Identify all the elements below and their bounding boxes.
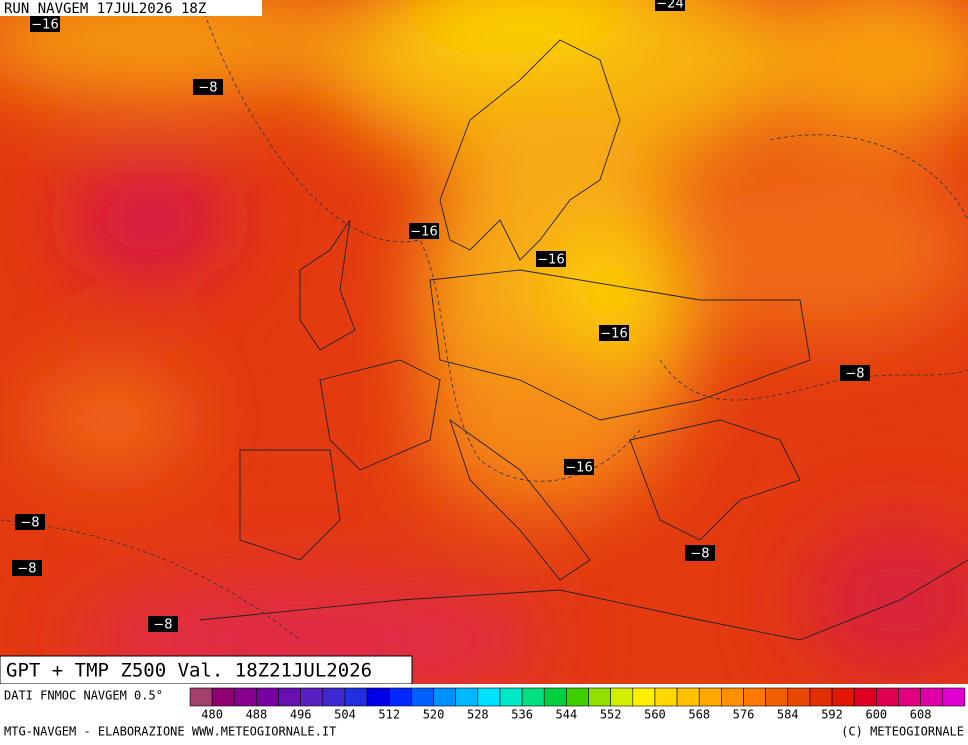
colorbar-label: 608 bbox=[910, 708, 932, 722]
isotherms bbox=[0, 0, 968, 641]
run-box bbox=[0, 0, 262, 16]
contour-label: −8 bbox=[690, 547, 709, 562]
colorbar-swatch bbox=[411, 687, 434, 707]
colorbar-swatch bbox=[477, 687, 501, 707]
colorbar-swatch bbox=[920, 687, 944, 707]
colorbar-label: 584 bbox=[777, 708, 799, 722]
contour-label: −16 bbox=[565, 461, 592, 476]
colorbar-swatch bbox=[566, 687, 589, 707]
colorbar-swatch bbox=[388, 687, 412, 707]
colorbar-swatch bbox=[942, 687, 966, 707]
contour-label: −16 bbox=[537, 253, 564, 268]
colorbar-label: 568 bbox=[688, 708, 710, 722]
colorbar-label: 488 bbox=[246, 708, 268, 722]
colorbar-label: 520 bbox=[423, 708, 445, 722]
colorbar-swatch bbox=[853, 687, 877, 707]
contour-label-bg bbox=[599, 325, 629, 341]
colorbar-label: 512 bbox=[378, 708, 400, 722]
contour-label: −8 bbox=[153, 618, 172, 633]
colorbar-label: 600 bbox=[865, 708, 887, 722]
colorbar-label: 480 bbox=[201, 708, 223, 722]
contour-label: −8 bbox=[845, 367, 864, 382]
colorbar-swatch bbox=[211, 687, 235, 707]
colorbar-swatch bbox=[787, 687, 811, 707]
contour-label-bg bbox=[409, 223, 439, 239]
contour-label-bg bbox=[193, 79, 223, 95]
colorbar-label: 576 bbox=[733, 708, 755, 722]
source-label: DATI FNMOC NAVGEM 0.5° bbox=[4, 689, 163, 703]
colorbar-swatch bbox=[433, 687, 456, 707]
colorbar-label: 536 bbox=[511, 708, 533, 722]
colorbar-swatch bbox=[676, 687, 700, 707]
contour-label: −8 bbox=[17, 562, 36, 577]
colorbar-label: 552 bbox=[600, 708, 622, 722]
colorbar-swatch bbox=[543, 687, 567, 707]
colorbar-swatch bbox=[809, 687, 833, 707]
colorbar-swatch bbox=[831, 687, 855, 707]
colorbar-swatch bbox=[322, 687, 346, 707]
colorbar-swatch bbox=[698, 687, 722, 707]
map-title: GPT + TMP Z500 Val. 18Z21JUL2026 bbox=[6, 660, 372, 682]
colorbar-swatch bbox=[256, 687, 279, 707]
colorbar-swatch bbox=[765, 687, 789, 707]
contour-label-bg bbox=[12, 560, 42, 576]
contour-label: −16 bbox=[410, 225, 437, 240]
contour-label-bg bbox=[536, 251, 566, 267]
colorbar-swatch bbox=[876, 687, 899, 707]
colorbar-swatch bbox=[521, 687, 545, 707]
footer-left: MTG-NAVGEM - ELABORAZIONE WWW.METEOGIORN… bbox=[4, 725, 336, 739]
colorbar-label: 504 bbox=[334, 708, 356, 722]
colorbar-swatch bbox=[189, 687, 213, 707]
contour-label-bg bbox=[15, 514, 45, 530]
colorbar-swatch bbox=[455, 687, 479, 707]
colorbar-swatch bbox=[300, 687, 324, 707]
contour-label-bg bbox=[685, 545, 715, 561]
colorbar-swatch bbox=[233, 687, 257, 707]
contour-label: −8 bbox=[20, 516, 39, 531]
contour-label: −8 bbox=[198, 81, 217, 96]
colorbar-swatch bbox=[588, 687, 611, 707]
contour-label: −16 bbox=[31, 18, 58, 33]
colorbar-swatch bbox=[743, 687, 766, 707]
colorbar-swatch bbox=[654, 687, 678, 707]
colorbar-label: 544 bbox=[556, 708, 578, 722]
coastlines bbox=[199, 39, 968, 641]
colorbar-swatch bbox=[499, 687, 523, 707]
colorbar-label: 560 bbox=[644, 708, 666, 722]
colorbar-swatch bbox=[366, 687, 390, 707]
contour-label: −24 bbox=[656, 0, 683, 12]
colorbar-label: 496 bbox=[290, 708, 312, 722]
contour-label: −16 bbox=[600, 327, 627, 342]
colorbar-swatch bbox=[632, 687, 656, 707]
colorbar-label: 592 bbox=[821, 708, 843, 722]
colorbar-swatch bbox=[721, 687, 744, 707]
colorbar-swatch bbox=[344, 687, 368, 707]
contour-label-bg bbox=[655, 0, 685, 11]
map bbox=[0, 0, 968, 684]
contour-label-bg bbox=[564, 459, 594, 475]
title-box bbox=[0, 655, 413, 685]
colorbar-label: 528 bbox=[467, 708, 489, 722]
run-label: RUN NAVGEM 17JUL2026 18Z bbox=[4, 1, 206, 17]
colorbar-swatch bbox=[278, 687, 301, 707]
contour-label-bg bbox=[148, 616, 178, 632]
colorbar-swatch bbox=[610, 687, 634, 707]
contour-label-bg bbox=[30, 16, 60, 32]
footer-right: (C) METEOGIORNALE bbox=[841, 725, 964, 739]
colorbar-swatch bbox=[898, 687, 921, 707]
contour-label-bg bbox=[840, 365, 870, 381]
